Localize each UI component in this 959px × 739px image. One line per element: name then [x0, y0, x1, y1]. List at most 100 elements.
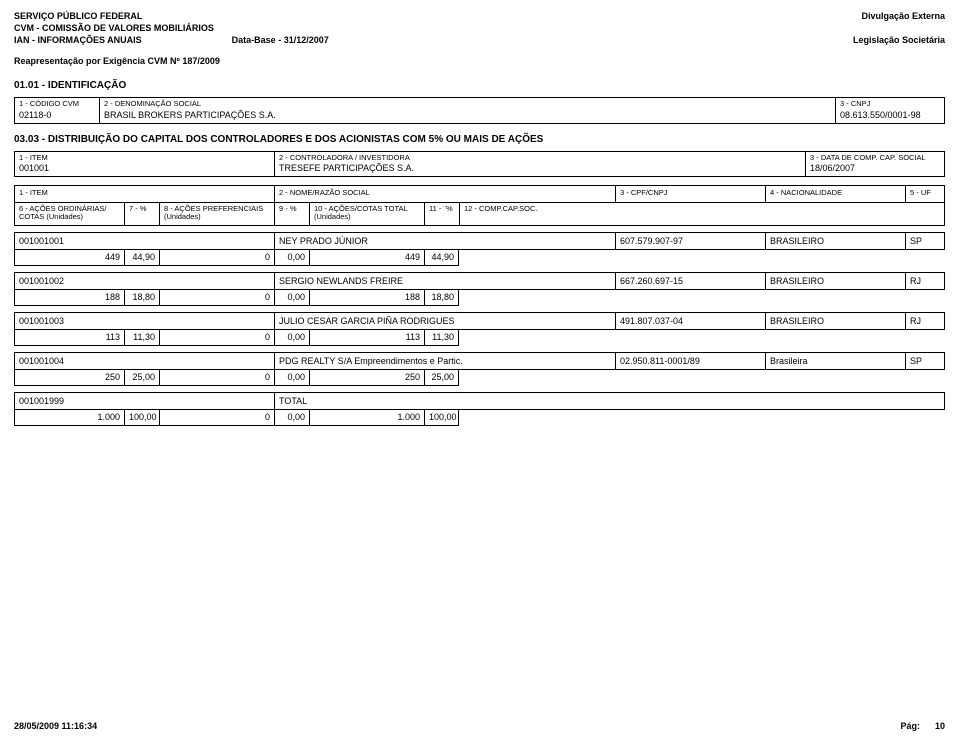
record-val-v3: 0 — [159, 370, 274, 386]
ident-codigo-val: 02118-0 — [19, 110, 95, 120]
sh-sub5: 10 - AÇÕES/COTAS TOTAL (Unidades) — [310, 203, 425, 225]
record-values-row: 11311,3000,0011311,30 — [14, 330, 945, 346]
record-nac: BRASILEIRO — [765, 312, 905, 330]
record-val-v5: 1.000 — [309, 410, 424, 426]
record-val-v2: 18,80 — [124, 290, 159, 306]
record-val-v6: 18,80 — [424, 290, 459, 306]
distrib-contr-val: TRESEFE PARTICIPAÇÕES S.A. — [279, 163, 801, 173]
record-val-v1: 449 — [14, 250, 124, 266]
record-nac: BRASILEIRO — [765, 232, 905, 250]
record-uf: RJ — [905, 312, 945, 330]
sh-h-nac: 4 - NACIONALIDADE — [765, 185, 905, 203]
repr-line: Reapresentação por Exigência CVM Nº 187/… — [14, 56, 945, 66]
record-item: 001001003 — [14, 312, 274, 330]
record-cpf: 607.579.907-97 — [615, 232, 765, 250]
distrib-item-box: 1 - ITEM 001001 — [14, 151, 274, 177]
record-val-v1: 188 — [14, 290, 124, 306]
record-val-v5: 188 — [309, 290, 424, 306]
record-val-v6: 25,00 — [424, 370, 459, 386]
section-ident-title: 01.01 - IDENTIFICAÇÃO — [14, 80, 945, 91]
shareholder-record: 001001001NEY PRADO JÚNIOR607.579.907-97B… — [14, 232, 945, 266]
record-nac: Brasileira — [765, 352, 905, 370]
sh-sub6: 11 - ¨% — [425, 203, 460, 225]
footer-page-val: 10 — [935, 721, 945, 731]
record-val-v3: 0 — [159, 410, 274, 426]
ident-cnpj-val: 08.613.550/0001-98 — [840, 110, 940, 120]
record-name: NEY PRADO JÚNIOR — [274, 232, 615, 250]
shareholder-record: 001001999TOTAL1.000100,0000,001.000100,0… — [14, 392, 945, 426]
record-val-v4: 0,00 — [274, 330, 309, 346]
ident-codigo-box: 1 - CÓDIGO CVM 02118-0 — [14, 97, 99, 123]
ident-denom-box: 2 - DENOMINAÇÃO SOCIAL BRASIL BROKERS PA… — [99, 97, 835, 123]
record-cpf: 667.260.697-15 — [615, 272, 765, 290]
footer-page: Pág: 10 — [900, 721, 945, 731]
record-val-v2: 100,00 — [124, 410, 159, 426]
hdr-right2: Legislação Societária — [853, 34, 945, 46]
record-item: 001001001 — [14, 232, 274, 250]
record-uf: SP — [905, 232, 945, 250]
sh-h-nome: 2 - NOME/RAZÃO SOCIAL — [274, 185, 615, 203]
sh-sub3: 8 - AÇÕES PREFERENCIAIS (Unidades) — [160, 203, 275, 225]
hdr-left3b: Data-Base - 31/12/2007 — [232, 34, 329, 46]
footer-timestamp: 28/05/2009 11:16:34 — [14, 721, 97, 731]
page-header: SERVIÇO PÚBLICO FEDERAL CVM - COMISSÃO D… — [14, 10, 945, 66]
record-val-v6: 44,90 — [424, 250, 459, 266]
hdr-left1: SERVIÇO PÚBLICO FEDERAL — [14, 10, 329, 22]
hdr-left3a: IAN - INFORMAÇÕES ANUAIS — [14, 34, 142, 46]
records-container: 001001001NEY PRADO JÚNIOR607.579.907-97B… — [14, 232, 945, 426]
sh-h-uf: 5 - UF — [905, 185, 945, 203]
shareholder-record: 001001002SERGIO NEWLANDS FREIRE667.260.6… — [14, 272, 945, 306]
distrib-row: 1 - ITEM 001001 2 - CONTROLADORA / INVES… — [14, 151, 945, 177]
record-item: 001001999 — [14, 392, 274, 410]
record-name: SERGIO NEWLANDS FREIRE — [274, 272, 615, 290]
record-values-row: 18818,8000,0018818,80 — [14, 290, 945, 306]
sh-h-cpf: 3 - CPF/CNPJ — [615, 185, 765, 203]
distrib-contr-lbl: 2 - CONTROLADORA / INVESTIDORA — [279, 154, 801, 162]
hdr-left2: CVM - COMISSÃO DE VALORES MOBILIÁRIOS — [14, 22, 329, 34]
record-top-row: 001001003JULIO CESAR GARCIA PIÑA RODRIGU… — [14, 312, 945, 330]
record-values-row: 1.000100,0000,001.000100,00 — [14, 410, 945, 426]
sh-sub4: 9 - % — [275, 203, 310, 225]
distrib-item-val: 001001 — [19, 163, 270, 173]
distrib-contr-box: 2 - CONTROLADORA / INVESTIDORA TRESEFE P… — [274, 151, 805, 177]
ident-row: 1 - CÓDIGO CVM 02118-0 2 - DENOMINAÇÃO S… — [14, 97, 945, 123]
distrib-date-box: 3 - DATA DE COMP. CAP. SOCIAL 18/06/2007 — [805, 151, 945, 177]
record-val-v3: 0 — [159, 250, 274, 266]
record-val-v4: 0,00 — [274, 250, 309, 266]
record-nac: BRASILEIRO — [765, 272, 905, 290]
ident-cnpj-box: 3 - CNPJ 08.613.550/0001-98 — [835, 97, 945, 123]
shareholder-record: 001001003JULIO CESAR GARCIA PIÑA RODRIGU… — [14, 312, 945, 346]
record-item: 001001002 — [14, 272, 274, 290]
record-val-v4: 0,00 — [274, 370, 309, 386]
record-top-row: 001001004PDG REALTY S/A Empreendimentos … — [14, 352, 945, 370]
record-top-row: 001001001NEY PRADO JÚNIOR607.579.907-97B… — [14, 232, 945, 250]
record-uf: SP — [905, 352, 945, 370]
record-val-v1: 250 — [14, 370, 124, 386]
record-top-row: 001001999TOTAL — [14, 392, 945, 410]
record-val-v6: 11,30 — [424, 330, 459, 346]
page-footer: 28/05/2009 11:16:34 Pág: 10 — [14, 721, 945, 731]
record-cpf: 491.807.037-04 — [615, 312, 765, 330]
shareholder-record: 001001004PDG REALTY S/A Empreendimentos … — [14, 352, 945, 386]
record-cpf: 02.950.811-0001/89 — [615, 352, 765, 370]
record-val-v2: 44,90 — [124, 250, 159, 266]
distrib-item-lbl: 1 - ITEM — [19, 154, 270, 162]
record-values-row: 25025,0000,0025025,00 — [14, 370, 945, 386]
ident-denom-lbl: 2 - DENOMINAÇÃO SOCIAL — [104, 100, 831, 108]
record-val-v5: 449 — [309, 250, 424, 266]
record-val-v3: 0 — [159, 290, 274, 306]
distrib-date-val: 18/06/2007 — [810, 163, 940, 173]
record-val-v5: 250 — [309, 370, 424, 386]
record-name: JULIO CESAR GARCIA PIÑA RODRIGUES — [274, 312, 615, 330]
section-distrib-title: 03.03 - DISTRIBUIÇÃO DO CAPITAL DOS CONT… — [14, 134, 945, 145]
sh-sub1: 6 - AÇÕES ORDINÁRIAS/ COTAS (Unidades) — [15, 203, 125, 225]
record-item: 001001004 — [14, 352, 274, 370]
record-val-v1: 1.000 — [14, 410, 124, 426]
footer-page-lbl: Pág: — [900, 721, 920, 731]
record-name: PDG REALTY S/A Empreendimentos e Partic. — [274, 352, 615, 370]
distrib-date-lbl: 3 - DATA DE COMP. CAP. SOCIAL — [810, 154, 940, 162]
record-val-v4: 0,00 — [274, 410, 309, 426]
sh-sub7: 12 - COMP.CAP.SOC. — [460, 203, 944, 225]
record-values-row: 44944,9000,0044944,90 — [14, 250, 945, 266]
ident-cnpj-lbl: 3 - CNPJ — [840, 100, 940, 108]
